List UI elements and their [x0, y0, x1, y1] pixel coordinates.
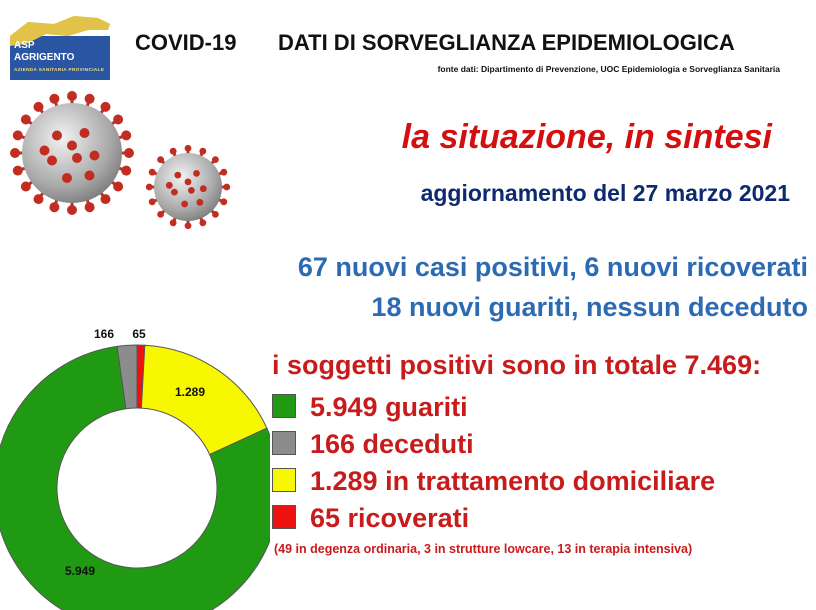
news-line-1: 67 nuovi casi positivi, 6 nuovi ricovera…: [297, 252, 808, 282]
header-main-title: DATI DI SORVEGLIANZA EPIDEMIOLOGICA: [278, 30, 735, 55]
positive-total: i soggetti positivi sono in totale 7.469…: [272, 350, 762, 380]
logo-text-subtitle: AZIENDA SANITARIA PROVINCIALE: [14, 67, 105, 72]
update-date: aggiornamento del 27 marzo 2021: [420, 180, 790, 206]
legend-item-hospitalized: 65 ricoverati: [272, 503, 792, 540]
slice-recovered: [0, 345, 270, 610]
coronavirus-large-icon: [6, 88, 138, 218]
hospitalized-breakdown-note: (49 in degenza ordinaria, 3 in strutture…: [274, 542, 693, 556]
label-hospitalized: 65: [132, 327, 146, 341]
label-recovered: 5.949: [65, 564, 95, 578]
legend-swatch-hospitalized: [272, 505, 296, 529]
data-source: fonte dati: Dipartimento di Prevenzione,…: [437, 64, 780, 74]
sicily-map-icon: [10, 16, 110, 80]
legend-swatch-recovered: [272, 394, 296, 418]
news-line-2: 18 nuovi guariti, nessun deceduto: [371, 292, 808, 322]
donut-chart-svg: 65 1.289 5.949 166: [0, 327, 270, 610]
legend-label-recovered: 5.949 guariti: [310, 392, 468, 422]
legend-swatch-home-treatment: [272, 468, 296, 492]
coronavirus-small-icon: [142, 142, 234, 232]
legend-item-recovered: 5.949 guariti: [272, 392, 792, 429]
summary-title: la situazione, in sintesi: [401, 118, 772, 156]
legend-item-deceased: 166 deceduti: [272, 429, 792, 466]
header-covid-title: COVID-19: [135, 30, 237, 55]
logo-text-asp: ASP: [14, 40, 35, 51]
slice-deceased: [116, 344, 138, 410]
label-home-treatment: 1.289: [175, 385, 205, 399]
legend-label-home-treatment: 1.289 in trattamento domiciliare: [310, 466, 716, 496]
legend-label-hospitalized: 65 ricoverati: [310, 503, 470, 533]
donut-chart: 65 1.289 5.949 166: [0, 320, 270, 610]
legend-label-deceased: 166 deceduti: [310, 429, 474, 459]
legend-item-home-treatment: 1.289 in trattamento domiciliare: [272, 466, 792, 503]
logo-text-agrigento: AGRIGENTO: [14, 52, 75, 63]
asp-logo: ASP AGRIGENTO AZIENDA SANITARIA PROVINCI…: [8, 14, 112, 80]
legend: 5.949 guariti 166 deceduti 1.289 in trat…: [272, 392, 792, 540]
legend-swatch-deceased: [272, 431, 296, 455]
label-deceased: 166: [94, 327, 114, 341]
